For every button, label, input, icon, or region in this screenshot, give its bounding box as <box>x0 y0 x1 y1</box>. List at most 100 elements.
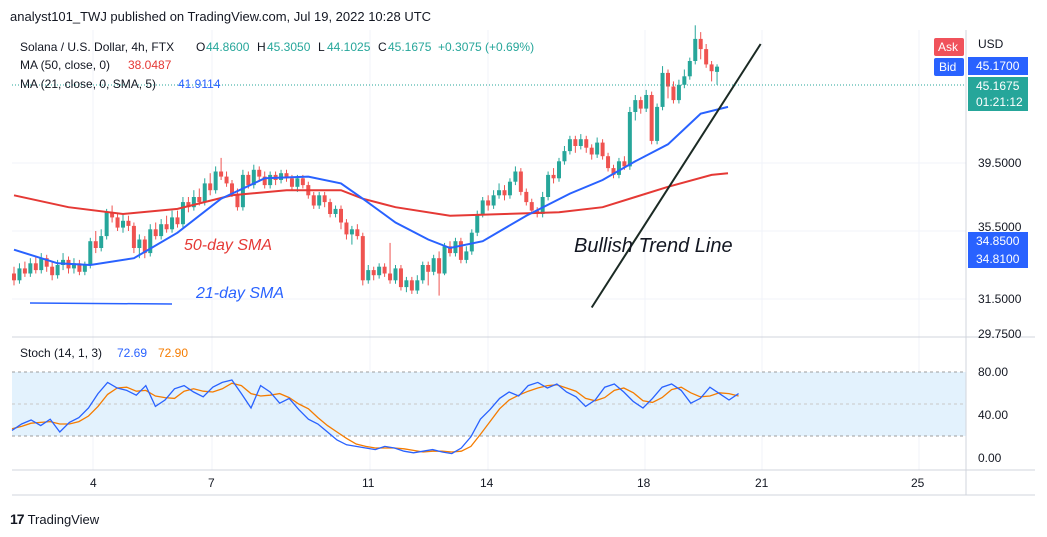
ma50-price-value: 34.8500 <box>976 234 1020 248</box>
candle <box>126 215 131 231</box>
candle <box>606 152 611 172</box>
ma21-price-value: 34.8100 <box>976 252 1020 266</box>
candle <box>409 276 414 294</box>
time-tick-14: 14 <box>480 476 494 490</box>
ask-badge[interactable] <box>934 38 964 56</box>
candle <box>153 222 158 240</box>
candle <box>44 254 49 272</box>
candle <box>322 191 327 208</box>
candle <box>317 191 322 209</box>
candle <box>420 261 425 284</box>
candle <box>687 57 692 80</box>
candle <box>333 205 338 218</box>
ma50-legend-label: MA (50, close, 0) <box>20 58 110 72</box>
candle <box>180 197 185 228</box>
candle <box>175 210 180 228</box>
time-tick-18: 18 <box>637 476 651 490</box>
candle <box>693 25 698 65</box>
candle <box>251 164 256 189</box>
ma50-legend-value: 38.0487 <box>128 58 172 72</box>
stoch-k-value: 72.69 <box>117 346 147 360</box>
candle <box>638 96 643 114</box>
candle <box>224 171 229 187</box>
candle <box>131 222 136 254</box>
candle <box>311 191 316 209</box>
candle <box>213 166 218 194</box>
close-label: C <box>378 40 387 54</box>
candle <box>431 254 436 276</box>
ma21-line <box>13 105 729 267</box>
candle <box>191 190 196 211</box>
candle <box>529 198 534 214</box>
candle <box>404 276 409 293</box>
price-tick-4: 29.7500 <box>978 327 1022 341</box>
candle <box>344 219 349 240</box>
candle <box>491 190 496 209</box>
candle <box>22 261 27 277</box>
candle <box>437 251 442 296</box>
candle <box>458 237 463 264</box>
candle <box>93 231 98 254</box>
candle <box>88 237 93 269</box>
candle <box>339 205 343 230</box>
candle <box>257 166 262 182</box>
candle <box>595 137 600 158</box>
candle <box>82 261 87 276</box>
candle <box>573 135 578 153</box>
candle <box>262 171 267 189</box>
candle <box>524 188 529 206</box>
candle <box>502 185 507 201</box>
candle <box>77 259 82 276</box>
stoch-d-value: 72.90 <box>158 346 188 360</box>
time-tick-11: 11 <box>362 476 375 490</box>
candle <box>464 246 469 264</box>
last-price-value: 45.1675 <box>976 79 1020 93</box>
ma21-price-tag <box>968 250 1028 268</box>
candle <box>355 224 360 240</box>
candle <box>562 146 567 165</box>
bullish-trend-line <box>590 43 762 309</box>
candle <box>66 256 71 274</box>
price-tick-3: 31.5000 <box>978 292 1022 306</box>
publish-info: analyst101_TWJ published on TradingView.… <box>10 9 432 24</box>
candle <box>159 219 164 240</box>
bid-price-tag <box>968 57 1028 75</box>
candle <box>704 44 709 68</box>
candle <box>388 242 393 284</box>
low-label: L <box>318 40 325 54</box>
candle <box>578 134 583 150</box>
candle <box>584 135 589 153</box>
price-tick-1: 39.5000 <box>978 156 1022 170</box>
candle <box>268 171 273 189</box>
candle <box>12 266 16 286</box>
high-label: H <box>257 40 266 54</box>
candle <box>219 157 224 180</box>
candle <box>393 265 398 284</box>
low-value: 44.1025 <box>327 40 371 54</box>
candle <box>415 275 420 294</box>
candle <box>518 168 523 196</box>
stoch-band <box>12 372 966 436</box>
candle <box>366 265 371 284</box>
bid-label: Bid <box>939 60 956 74</box>
candle <box>328 198 333 218</box>
candle <box>616 157 621 179</box>
time-tick-4: 4 <box>90 476 97 490</box>
time-tick-25: 25 <box>911 476 925 490</box>
candle <box>557 157 561 182</box>
candle <box>655 103 660 145</box>
stoch-tick-80: 80.00 <box>978 365 1008 379</box>
open-label: O <box>196 40 205 54</box>
candle <box>486 195 491 211</box>
bid-badge[interactable] <box>934 58 964 76</box>
sma21-annotation-line <box>29 302 173 305</box>
candle <box>164 215 169 233</box>
sma21-annotation: 21-day SMA <box>195 285 284 302</box>
candle <box>698 32 703 60</box>
tradingview-logo[interactable]: 17 TradingView <box>10 511 99 527</box>
trend-annotation: Bullish Trend Line <box>574 235 733 257</box>
candle <box>39 253 44 274</box>
time-tick-21: 21 <box>755 476 769 490</box>
candle <box>551 168 556 184</box>
